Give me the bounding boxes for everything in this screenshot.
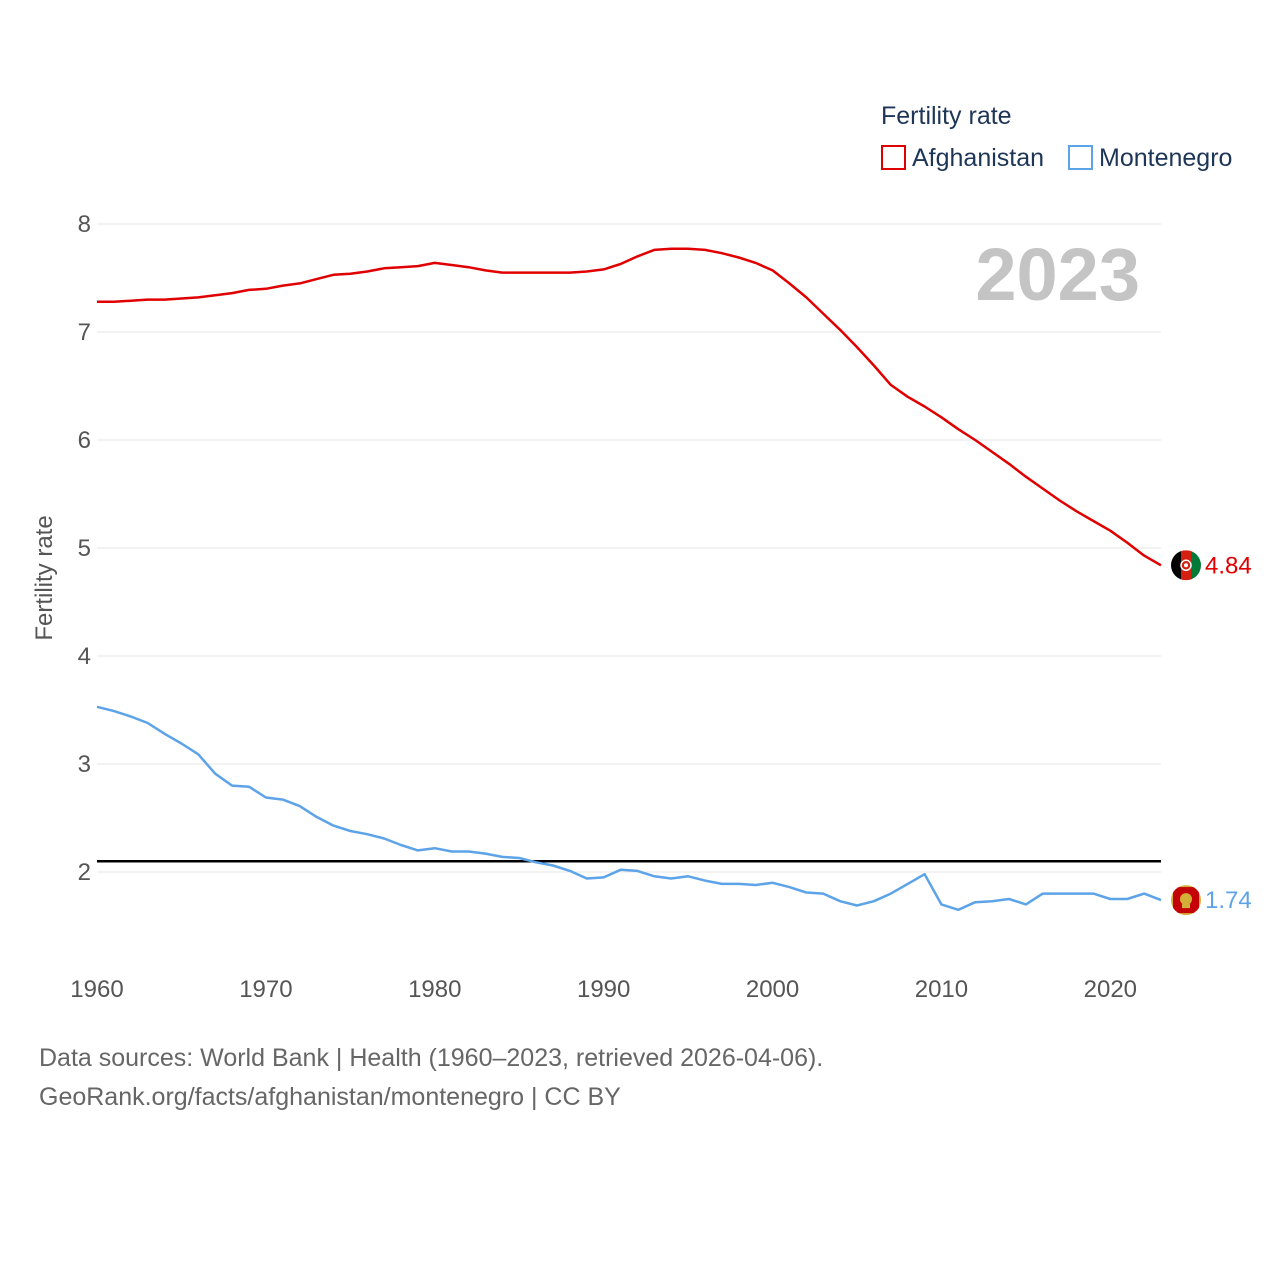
x-tick-label: 1970 <box>239 976 292 1003</box>
series-line-afghanistan[interactable] <box>97 247 1162 567</box>
x-tick-label: 2000 <box>746 976 799 1003</box>
afghanistan-flag-icon <box>1171 550 1201 581</box>
x-tick-label: 2010 <box>915 976 968 1003</box>
montenegro-flag-icon <box>1171 885 1201 916</box>
legend-label-afghanistan: Afghanistan <box>912 144 1044 172</box>
y-tick-label: 4 <box>78 643 91 670</box>
legend-label-montenegro: Montenegro <box>1099 144 1232 172</box>
gridlines <box>97 223 1161 873</box>
year-label: 2023 <box>975 233 1140 316</box>
y-tick-label: 2 <box>78 859 91 886</box>
y-tick-label: 7 <box>78 319 91 346</box>
legend: Fertility rate Afghanistan Montenegro <box>881 102 1232 172</box>
x-tick-label: 1980 <box>408 976 461 1003</box>
legend-item-montenegro[interactable]: Montenegro <box>1068 144 1232 172</box>
legend-swatch-afghanistan <box>881 145 906 170</box>
montenegro-end-value: 1.74 <box>1205 887 1252 914</box>
fertility-rate-chart: 2 3 4 5 6 7 8 1960 1970 1980 1990 2000 2010 2020 Fer… <box>31 102 1252 1003</box>
y-tick-label: 5 <box>78 535 91 562</box>
x-axis-ticks: 1960 1970 1980 1990 2000 2010 2020 <box>70 976 1137 1003</box>
legend-swatch-montenegro <box>1068 145 1093 170</box>
y-tick-label: 6 <box>78 427 91 454</box>
legend-title: Fertility rate <box>881 102 1012 130</box>
y-tick-label: 8 <box>78 211 91 238</box>
x-tick-label: 1990 <box>577 976 630 1003</box>
y-tick-label: 3 <box>78 751 91 778</box>
x-tick-label: 1960 <box>70 976 123 1003</box>
y-axis-ticks: 2 3 4 5 6 7 8 <box>78 211 91 886</box>
legend-item-afghanistan[interactable]: Afghanistan <box>881 144 1044 172</box>
footer-attribution: GeoRank.org/facts/afghanistan/montenegro… <box>39 1083 621 1111</box>
series-line-montenegro[interactable] <box>96 705 1162 912</box>
afghanistan-end-value: 4.84 <box>1205 552 1252 579</box>
series-lines <box>96 247 1162 912</box>
x-tick-label: 2020 <box>1084 976 1137 1003</box>
footer-sources: Data sources: World Bank | Health (1960–… <box>39 1044 824 1072</box>
y-axis-label: Fertility rate <box>31 515 58 640</box>
